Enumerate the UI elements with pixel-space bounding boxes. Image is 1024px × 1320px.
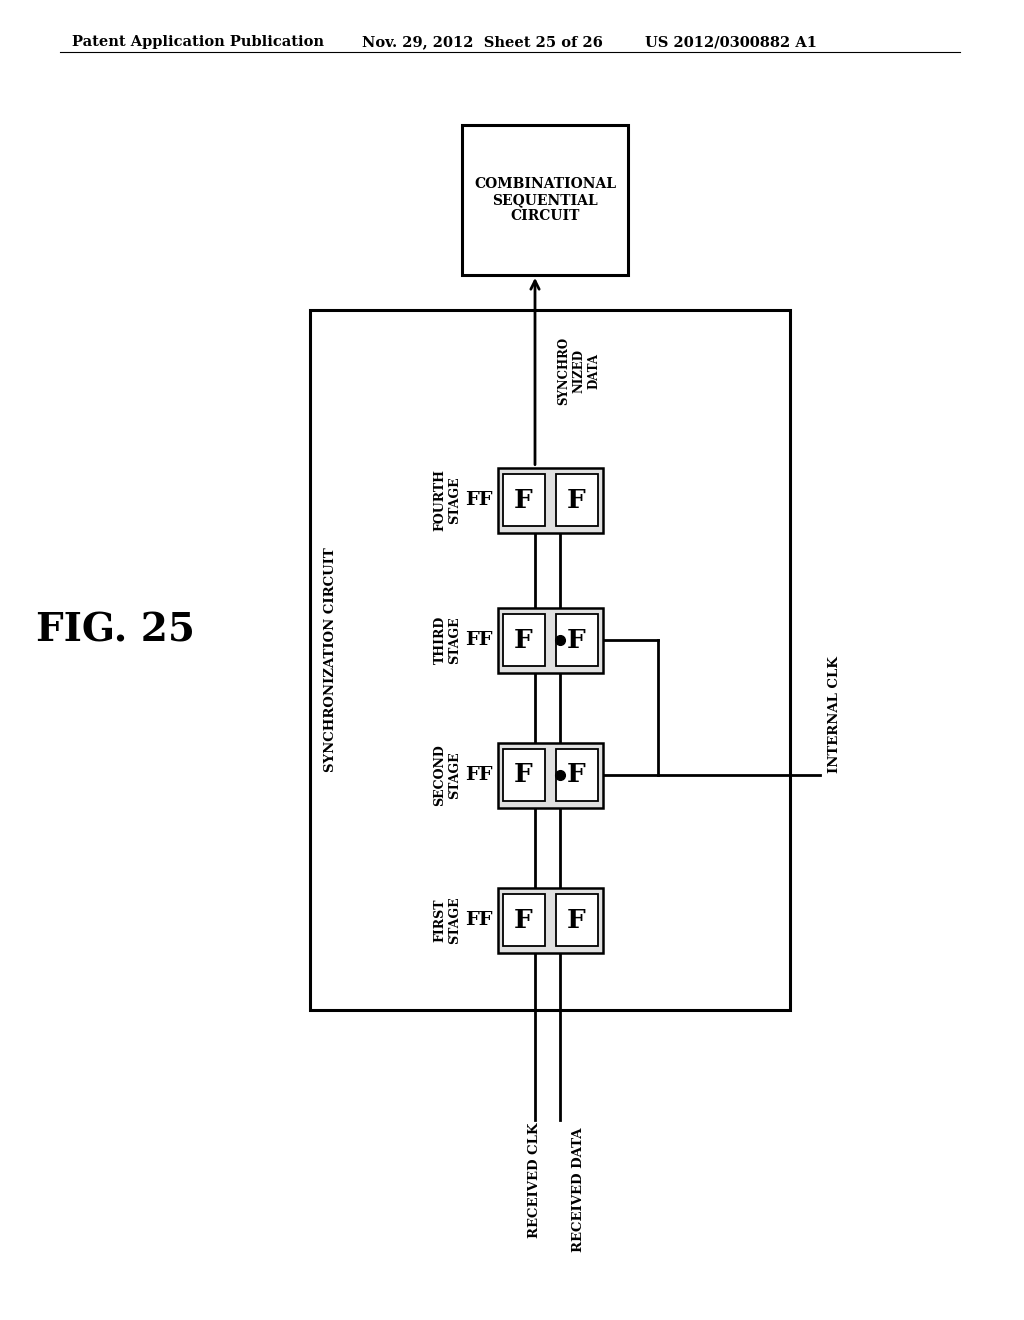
Bar xyxy=(555,474,597,525)
Text: INTERNAL CLK: INTERNAL CLK xyxy=(828,656,842,774)
Text: FF: FF xyxy=(465,491,493,510)
Text: FIRST
STAGE: FIRST STAGE xyxy=(433,896,462,944)
Bar xyxy=(503,894,545,946)
Text: F: F xyxy=(567,487,586,512)
Text: F: F xyxy=(567,763,586,788)
Text: FF: FF xyxy=(465,911,493,929)
Text: F: F xyxy=(567,908,586,932)
Bar xyxy=(498,607,602,672)
Text: F: F xyxy=(514,763,532,788)
Bar xyxy=(555,614,597,667)
Bar xyxy=(498,887,602,953)
Bar xyxy=(555,748,597,801)
Bar xyxy=(555,894,597,946)
Text: SYNCHRO
NIZED
DATA: SYNCHRO NIZED DATA xyxy=(557,337,600,405)
Bar xyxy=(498,742,602,808)
Text: F: F xyxy=(514,908,532,932)
Text: COMBINATIONAL
SEQUENTIAL
CIRCUIT: COMBINATIONAL SEQUENTIAL CIRCUIT xyxy=(474,177,616,223)
Bar xyxy=(310,310,790,1010)
Text: Nov. 29, 2012  Sheet 25 of 26: Nov. 29, 2012 Sheet 25 of 26 xyxy=(362,36,603,49)
Text: SECOND
STAGE: SECOND STAGE xyxy=(433,744,462,807)
Bar xyxy=(503,474,545,525)
Text: F: F xyxy=(514,627,532,652)
Text: FF: FF xyxy=(465,766,493,784)
Bar xyxy=(503,614,545,667)
Bar xyxy=(462,125,628,275)
Text: THIRD
STAGE: THIRD STAGE xyxy=(433,616,462,664)
Bar xyxy=(503,748,545,801)
Text: RECEIVED DATA: RECEIVED DATA xyxy=(571,1127,585,1253)
Text: Patent Application Publication: Patent Application Publication xyxy=(72,36,324,49)
Text: FOURTH
STAGE: FOURTH STAGE xyxy=(433,469,462,531)
Text: FF: FF xyxy=(465,631,493,649)
Text: SYNCHRONIZATION CIRCUIT: SYNCHRONIZATION CIRCUIT xyxy=(324,548,337,772)
Text: FIG. 25: FIG. 25 xyxy=(36,611,195,649)
Bar xyxy=(498,467,602,532)
Text: F: F xyxy=(567,627,586,652)
Text: US 2012/0300882 A1: US 2012/0300882 A1 xyxy=(645,36,817,49)
Text: F: F xyxy=(514,487,532,512)
Text: RECEIVED CLK: RECEIVED CLK xyxy=(528,1122,542,1238)
